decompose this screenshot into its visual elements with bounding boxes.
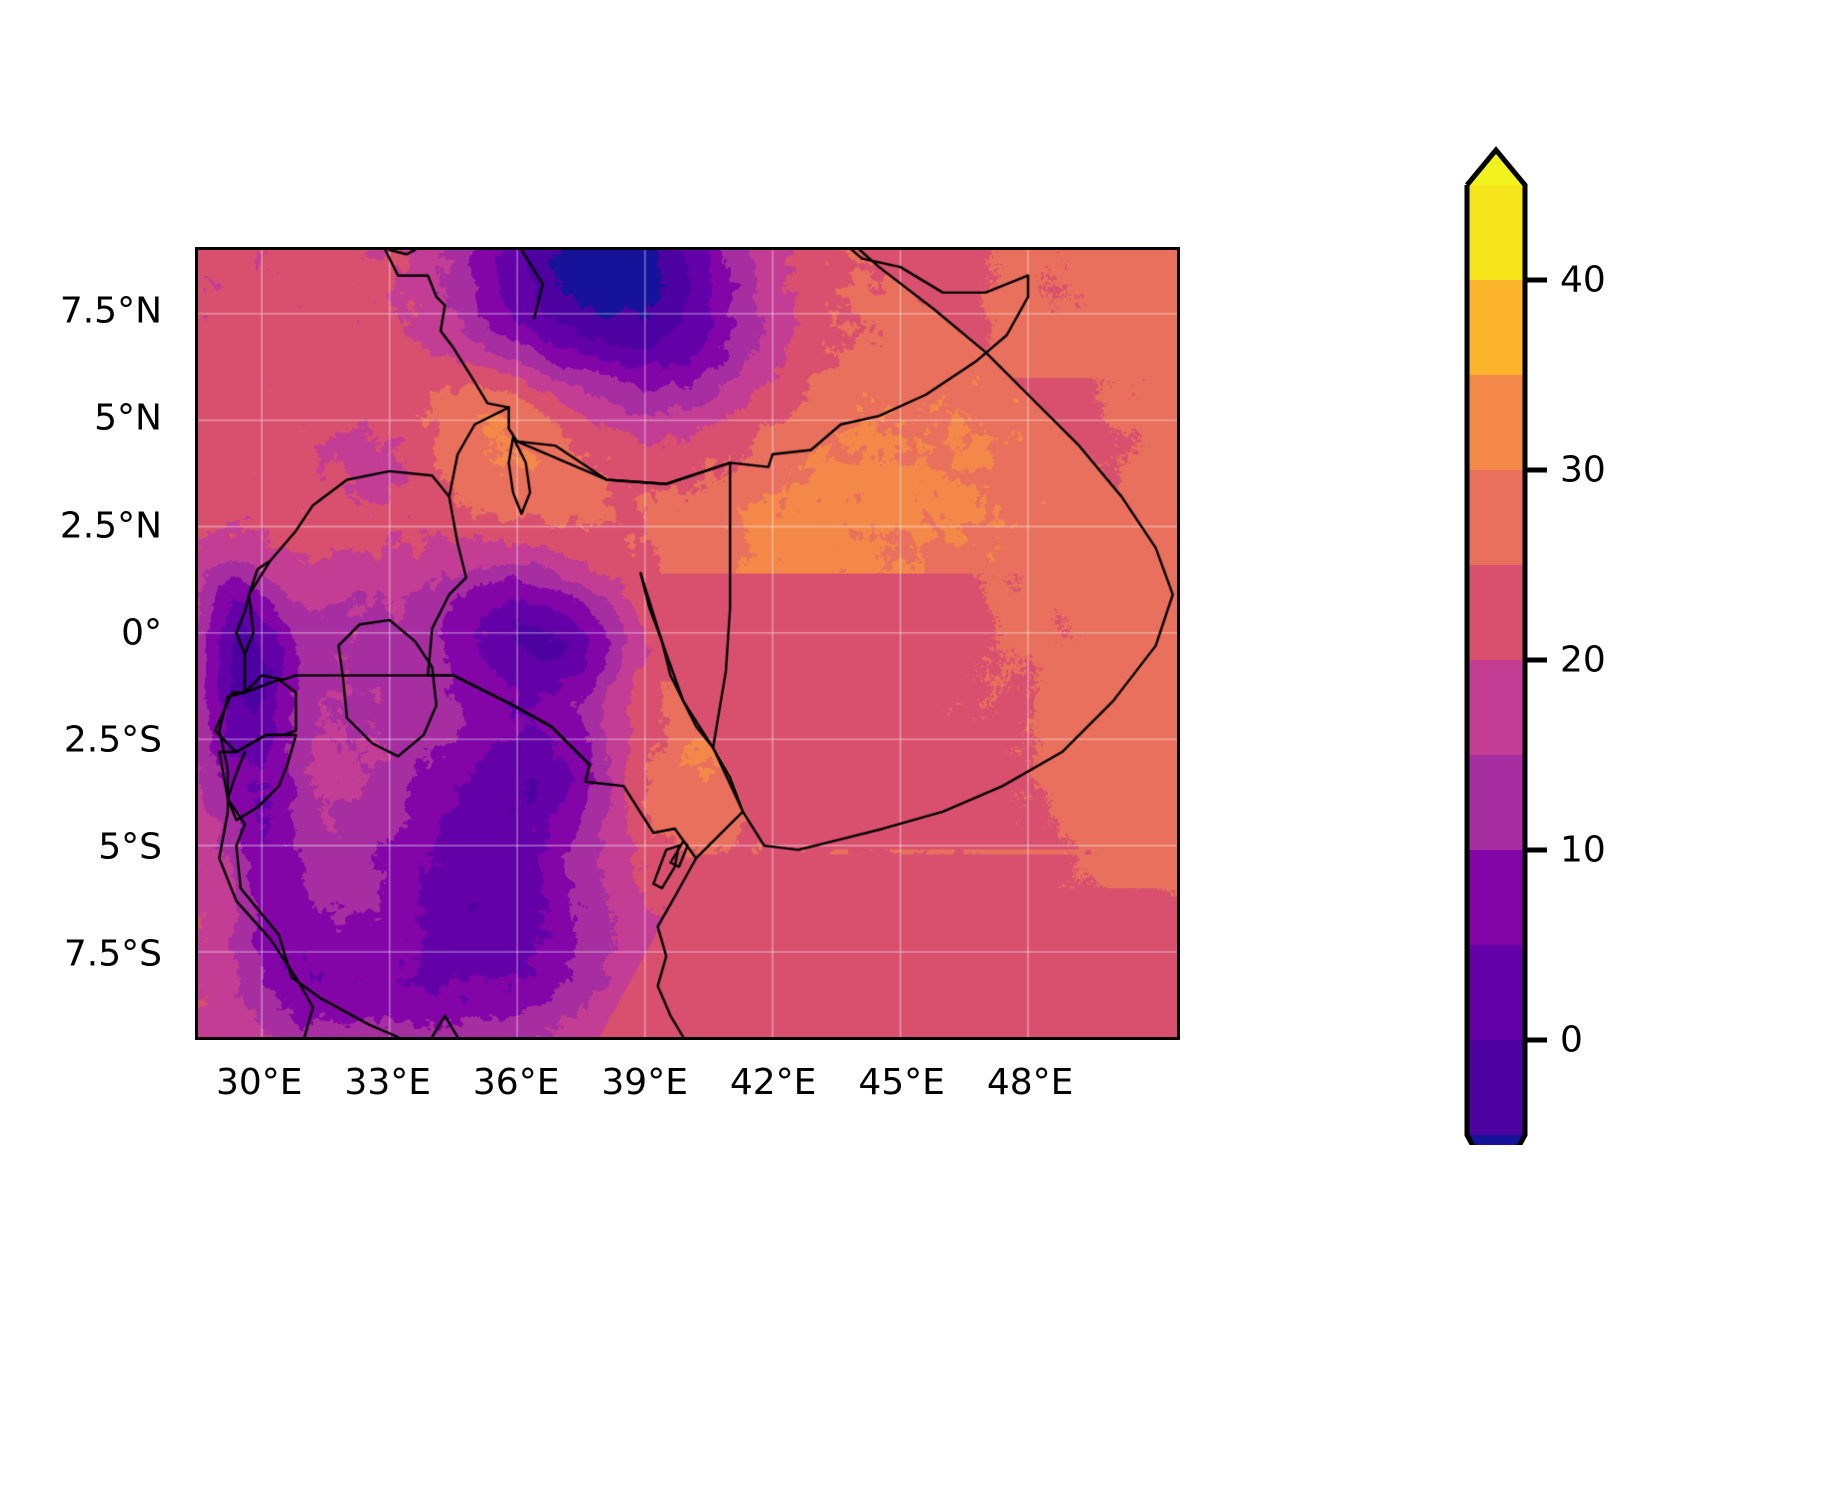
colorbar-band-7	[1467, 375, 1525, 470]
colorbar-band-9	[1467, 185, 1525, 280]
colorbar-tick-label-0: 0	[1560, 1019, 1583, 1061]
colorbar-tick-label-1: 10	[1560, 829, 1606, 871]
colorbar-over-arrow	[1467, 150, 1525, 185]
longitude-tick-3: 39°E	[601, 1062, 688, 1103]
colorbar-band-2	[1467, 850, 1525, 945]
temperature-heatmap	[198, 250, 1177, 1037]
colorbar-band-8	[1467, 280, 1525, 375]
longitude-tick-0: 30°E	[215, 1062, 303, 1103]
colorbar-band-0	[1467, 1040, 1525, 1135]
colorbar-band-4	[1467, 660, 1525, 755]
map-axes	[195, 247, 1180, 1040]
latitude-tick-5: 5°S	[98, 826, 162, 868]
latitude-tick-4: 2.5°S	[63, 719, 162, 761]
colorbar-band-3	[1467, 755, 1525, 850]
latitude-tick-labels: 7.5°N 5°N 2.5°N 0° 2.5°S 5°S 7.5°S	[0, 247, 178, 1040]
longitude-tick-5: 45°E	[858, 1062, 945, 1103]
longitude-tick-1: 33°E	[344, 1062, 431, 1103]
colorbar-tick-label-3: 30	[1560, 449, 1606, 491]
colorbar-band-1	[1467, 945, 1525, 1040]
latitude-tick-2: 2.5°N	[59, 505, 162, 547]
colorbar-swatches	[1464, 146, 1547, 1145]
latitude-tick-3: 0°	[121, 612, 162, 654]
latitude-tick-1: 5°N	[94, 397, 162, 439]
latitude-tick-6: 7.5°S	[63, 933, 162, 975]
longitude-tick-2: 36°E	[472, 1062, 560, 1103]
colorbar-tick-label-2: 20	[1560, 639, 1606, 681]
colorbar-band-5	[1467, 565, 1525, 660]
latitude-tick-0: 7.5°N	[59, 290, 162, 332]
colorbar-outline	[1464, 146, 1528, 1145]
longitude-tick-4: 42°E	[729, 1062, 817, 1103]
colorbar-band-6	[1467, 470, 1525, 565]
longitude-tick-labels: 30°E 33°E 36°E 39°E 42°E 45°E 48°E	[195, 1040, 1180, 1120]
longitude-tick-6: 48°E	[986, 1062, 1074, 1103]
colorbar-under-arrow	[1467, 1135, 1525, 1145]
colorbar-tick-label-4: 40	[1560, 259, 1606, 301]
colorbar: 0 10 20 30 40	[1462, 145, 1792, 1145]
